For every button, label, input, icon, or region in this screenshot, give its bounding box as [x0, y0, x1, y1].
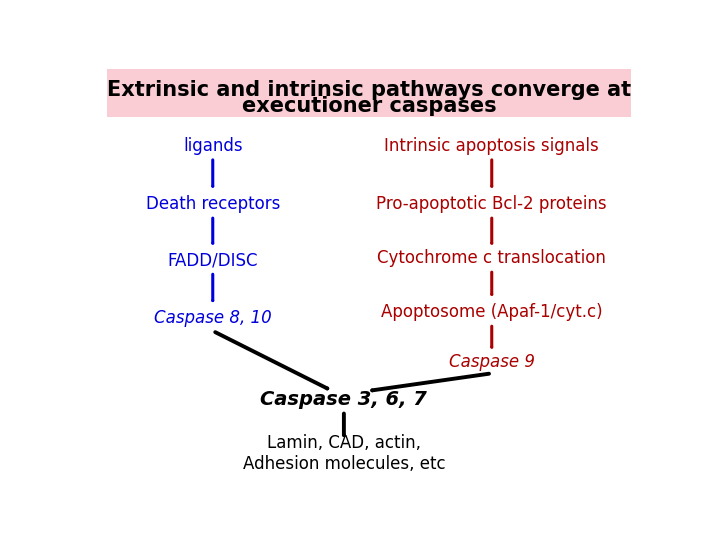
Text: Cytochrome c translocation: Cytochrome c translocation [377, 249, 606, 267]
Text: Intrinsic apoptosis signals: Intrinsic apoptosis signals [384, 137, 599, 155]
Text: Extrinsic and intrinsic pathways converge at: Extrinsic and intrinsic pathways converg… [107, 80, 631, 100]
Text: executioner caspases: executioner caspases [242, 96, 496, 116]
FancyBboxPatch shape [107, 69, 631, 117]
Text: Caspase 9: Caspase 9 [449, 353, 535, 371]
Text: Caspase 8, 10: Caspase 8, 10 [154, 309, 271, 327]
Text: Death receptors: Death receptors [145, 195, 280, 213]
Text: FADD/DISC: FADD/DISC [168, 251, 258, 269]
Text: Apoptosome (Apaf-1/cyt.c): Apoptosome (Apaf-1/cyt.c) [381, 303, 603, 321]
Text: Lamin, CAD, actin,
Adhesion molecules, etc: Lamin, CAD, actin, Adhesion molecules, e… [243, 434, 445, 473]
Text: ligands: ligands [183, 137, 243, 155]
Text: Pro-apoptotic Bcl-2 proteins: Pro-apoptotic Bcl-2 proteins [377, 195, 607, 213]
Text: Caspase 3, 6, 7: Caspase 3, 6, 7 [261, 390, 428, 409]
